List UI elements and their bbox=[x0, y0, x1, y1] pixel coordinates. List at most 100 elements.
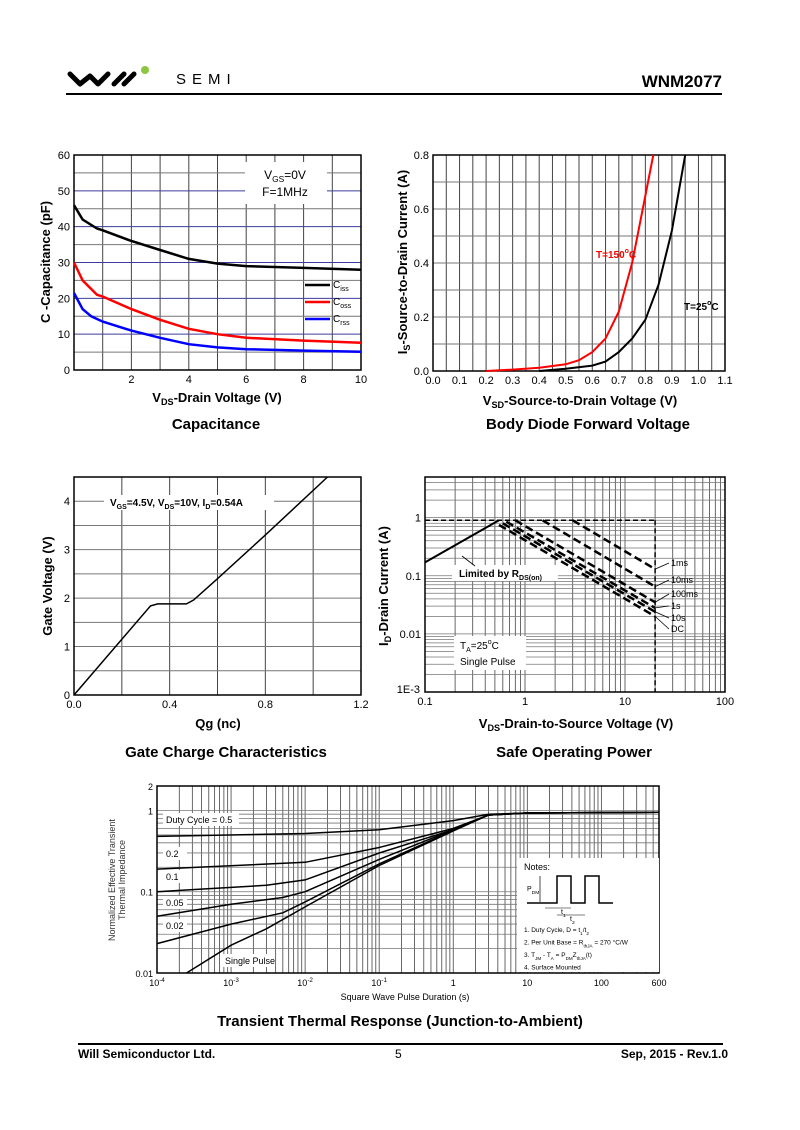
tick-base: 0.8 bbox=[638, 375, 653, 387]
y-axis-label: IS-Source-to-Drain Current (A) bbox=[395, 170, 412, 354]
x-tick-label: 0.8 bbox=[258, 699, 273, 711]
label-part: V bbox=[483, 393, 492, 408]
series-1s bbox=[505, 520, 656, 609]
notes-item: 4. Surface Mounted bbox=[524, 965, 581, 972]
y-tick-label: 0.2 bbox=[414, 312, 429, 324]
label-part: A bbox=[466, 647, 471, 654]
chart-title-capacitance: Capacitance bbox=[171, 416, 261, 433]
x-axis-label: VDS-Drain-to-Source Voltage (V) bbox=[479, 716, 673, 733]
y-axis-label: Normalized Effective Transient bbox=[107, 819, 117, 941]
series-label-arrow bbox=[654, 611, 670, 619]
series-10s bbox=[502, 522, 656, 613]
label-part: C bbox=[629, 250, 636, 261]
company-logo: SEMI bbox=[66, 62, 256, 92]
annotation: VGS=4.5V, VDS=10V, ID=0.54A bbox=[110, 498, 243, 511]
x-tick-label: 0.1 bbox=[452, 375, 467, 387]
x-tick-label: 0.7 bbox=[611, 375, 626, 387]
chart-1 bbox=[432, 154, 726, 372]
label-part: t bbox=[561, 909, 563, 916]
series-label-arrow bbox=[654, 562, 670, 570]
tick-base: 2 bbox=[128, 374, 134, 386]
tick-base: 0.2 bbox=[478, 375, 493, 387]
label-part: C bbox=[333, 280, 340, 291]
series-label: Duty Cycle = 0.5 bbox=[166, 815, 232, 825]
series-label-bg bbox=[163, 896, 187, 909]
x-tick-label: 0.9 bbox=[664, 375, 679, 387]
pdm-label: PDM bbox=[527, 886, 539, 896]
x-tick-label: 0.2 bbox=[478, 375, 493, 387]
label-part: -Source-to-Drain Voltage (V) bbox=[504, 393, 677, 408]
label-part: =10V, I bbox=[174, 498, 205, 509]
label-part: T=150 bbox=[596, 250, 625, 261]
series-label: 1ms bbox=[671, 558, 689, 568]
label-part: thJA bbox=[583, 944, 593, 949]
y-tick-label: 30 bbox=[58, 258, 70, 270]
label-part: (t) bbox=[586, 952, 592, 959]
label-part: V bbox=[479, 716, 488, 731]
y-tick-label: 1E-3 bbox=[397, 684, 420, 696]
legend-label: Ciss bbox=[333, 280, 349, 293]
label-part: 1 bbox=[580, 931, 583, 936]
label-part: -Source-to-Drain Current (A) bbox=[395, 170, 410, 345]
label-part: iss bbox=[340, 286, 349, 293]
label-part: V bbox=[152, 390, 161, 405]
tick-base: 10 bbox=[223, 978, 233, 988]
label-part: I bbox=[376, 642, 391, 646]
y-tick-label: 0.1 bbox=[140, 888, 153, 898]
annotation: T=25oC bbox=[684, 300, 719, 313]
label-part: T=25 bbox=[684, 302, 708, 313]
label-part: D bbox=[383, 635, 393, 642]
y-tick-label: 40 bbox=[58, 222, 70, 234]
y-axis-label: C -Capacitance (pF) bbox=[38, 201, 53, 323]
x-tick-label: 1.1 bbox=[717, 375, 732, 387]
label-part: D bbox=[205, 504, 210, 511]
label-part: DS bbox=[165, 504, 175, 511]
tick-base: 1.0 bbox=[691, 375, 706, 387]
label-part: =0.54A bbox=[210, 498, 243, 509]
notes-item: 1. Duty Cycle, D = t1/t2 bbox=[524, 927, 589, 936]
label-part: t bbox=[570, 916, 572, 923]
x-tick-label: 6 bbox=[243, 374, 249, 386]
x-tick-label: 0.3 bbox=[505, 375, 520, 387]
tick-exponent: -2 bbox=[307, 977, 313, 984]
tick-base: 0.5 bbox=[558, 375, 573, 387]
pulse-waveform-icon bbox=[527, 875, 613, 904]
y-tick-label: 0.8 bbox=[414, 150, 429, 162]
label-part: SD bbox=[491, 400, 504, 410]
x-axis-label: Qg (nc) bbox=[195, 716, 241, 731]
tick-base: 0.0 bbox=[66, 699, 81, 711]
x-axis-label: VSD-Source-to-Drain Voltage (V) bbox=[483, 393, 677, 410]
chart-3 bbox=[424, 476, 726, 693]
tick-base: 1 bbox=[522, 696, 528, 708]
y-tick-label: 2 bbox=[148, 782, 153, 792]
series-10ms bbox=[541, 519, 656, 588]
label-part: -Drain-to-Source Voltage (V) bbox=[500, 716, 673, 731]
x-tick-label: 0.0 bbox=[66, 699, 81, 711]
tick-base: 100 bbox=[716, 696, 734, 708]
label-part: JM bbox=[535, 956, 541, 961]
y-tick-label: 0 bbox=[64, 365, 70, 377]
series-label: Single Pulse bbox=[225, 956, 275, 966]
x-tick-label: 600 bbox=[651, 978, 666, 988]
label-part: 3. T bbox=[524, 952, 535, 959]
plot-frame bbox=[73, 476, 362, 696]
label-part: -Drain Voltage (V) bbox=[174, 390, 282, 405]
page-number: 5 bbox=[395, 1047, 402, 1061]
label-part: C bbox=[333, 314, 340, 325]
series-label-arrow bbox=[654, 579, 670, 587]
rdson-limit-line bbox=[424, 519, 500, 564]
x-tick-label: 1.2 bbox=[353, 699, 368, 711]
part-number: WNM2077 bbox=[641, 72, 722, 91]
chart-title-thermal: Transient Thermal Response (Junction-to-… bbox=[217, 1013, 583, 1030]
label-part: DS(on) bbox=[519, 575, 542, 582]
label-part: GS bbox=[117, 504, 127, 511]
label-part: C bbox=[333, 297, 340, 308]
tick-base: 0.0 bbox=[425, 375, 440, 387]
tick-base: 600 bbox=[651, 978, 666, 988]
annotation-bg bbox=[454, 636, 526, 670]
label-part: 1. Duty Cycle, D = t bbox=[524, 927, 580, 934]
label-part: o bbox=[488, 639, 492, 646]
series-1ms bbox=[572, 519, 656, 571]
annotation: TA=25oC bbox=[460, 639, 499, 654]
series-vgs bbox=[73, 476, 329, 696]
